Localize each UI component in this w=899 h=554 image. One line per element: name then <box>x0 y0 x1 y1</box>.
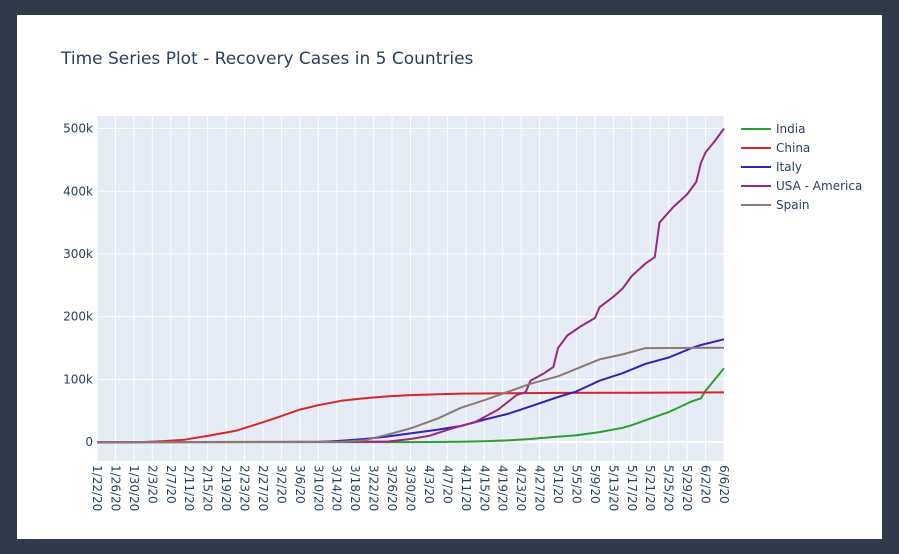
legend-item-italy[interactable]: Italy <box>741 160 802 174</box>
x-tick-label: 3/22/20 <box>367 465 381 511</box>
x-tick-label: 1/30/20 <box>127 465 141 511</box>
x-tick-label: 4/23/20 <box>514 465 528 511</box>
x-tick-label: 2/27/20 <box>256 465 270 511</box>
x-tick-label: 4/11/20 <box>459 465 473 511</box>
x-tick-label: 3/14/20 <box>330 465 344 511</box>
line-chart: 0 100k 200k 300k 400k 500k 1/22/20 1/26/20 1/30… <box>63 116 862 511</box>
x-tick-label: 2/15/20 <box>201 465 215 511</box>
x-tick-label: 4/15/20 <box>477 465 491 511</box>
legend[interactable]: India China Italy USA - America Spain <box>741 122 862 212</box>
y-tick-label: 0 <box>85 435 93 449</box>
series-line-spain <box>96 346 725 444</box>
series-line-china <box>96 391 725 444</box>
y-tick-label: 200k <box>63 310 93 324</box>
chart-card: Time Series Plot - Recovery Cases in 5 C… <box>17 15 882 539</box>
x-tick-label: 3/6/20 <box>293 465 307 504</box>
x-tick-label: 4/27/20 <box>533 465 547 511</box>
x-tick-label: 2/7/20 <box>164 465 178 504</box>
x-tick-label: 2/23/20 <box>238 465 252 511</box>
x-tick-label: 5/9/20 <box>588 465 602 504</box>
legend-label: USA - America <box>776 179 862 193</box>
y-tick-label: 300k <box>63 247 93 261</box>
y-tick-label: 400k <box>63 184 93 198</box>
series-line-usa-america <box>96 127 725 444</box>
x-tick-label: 5/5/20 <box>569 465 583 504</box>
legend-item-spain[interactable]: Spain <box>741 198 810 212</box>
series-line-india <box>96 367 725 444</box>
x-axis-ticks: 1/22/20 1/26/20 1/30/20 2/3/20 2/7/20 2/11/20… <box>90 465 731 511</box>
x-tick-label: 6/2/20 <box>699 465 713 504</box>
y-tick-label: 500k <box>63 122 93 136</box>
y-tick-label: 100k <box>63 372 93 386</box>
x-tick-label: 6/6/20 <box>717 465 731 504</box>
legend-label: Italy <box>776 160 802 174</box>
x-tick-label: 2/19/20 <box>219 465 233 511</box>
x-tick-label: 5/25/20 <box>662 465 676 511</box>
x-tick-label: 4/7/20 <box>440 465 454 504</box>
x-tick-label: 5/17/20 <box>625 465 639 511</box>
legend-label: China <box>776 141 810 155</box>
series-lines <box>96 127 725 444</box>
x-tick-label: 5/29/20 <box>680 465 694 511</box>
x-tick-label: 3/30/20 <box>404 465 418 511</box>
legend-item-usa-america[interactable]: USA - America <box>741 179 862 193</box>
legend-label: India <box>776 122 805 136</box>
x-tick-label: 2/3/20 <box>145 465 159 504</box>
chart-title: Time Series Plot - Recovery Cases in 5 C… <box>61 49 474 69</box>
x-tick-label: 3/10/20 <box>311 465 325 511</box>
y-axis-ticks: 0 100k 200k 300k 400k 500k <box>63 122 93 450</box>
x-tick-label: 5/1/20 <box>551 465 565 504</box>
x-tick-label: 4/3/20 <box>422 465 436 504</box>
x-tick-label: 5/13/20 <box>606 465 620 511</box>
legend-label: Spain <box>776 198 810 212</box>
legend-item-india[interactable]: India <box>741 122 805 136</box>
x-tick-label: 5/21/20 <box>643 465 657 511</box>
x-tick-label: 3/2/20 <box>274 465 288 504</box>
x-tick-label: 4/19/20 <box>496 465 510 511</box>
x-tick-label: 3/18/20 <box>348 465 362 511</box>
x-tick-label: 1/22/20 <box>90 465 104 511</box>
x-tick-label: 1/26/20 <box>108 465 122 511</box>
legend-item-china[interactable]: China <box>741 141 810 155</box>
x-tick-label: 2/11/20 <box>182 465 196 511</box>
x-tick-label: 3/26/20 <box>385 465 399 511</box>
